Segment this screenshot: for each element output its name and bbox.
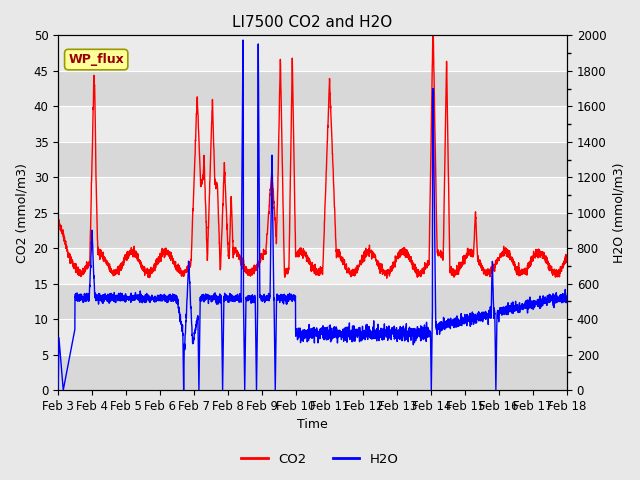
Bar: [58, 248, 567, 284]
Bar: [58, 355, 567, 390]
X-axis label: Time: Time: [297, 419, 328, 432]
Title: LI7500 CO2 and H2O: LI7500 CO2 and H2O: [232, 15, 393, 30]
Bar: [58, 319, 567, 355]
Y-axis label: CO2 (mmol/m3): CO2 (mmol/m3): [15, 163, 28, 263]
Bar: [58, 177, 567, 213]
Legend: CO2, H2O: CO2, H2O: [236, 447, 404, 471]
Bar: [58, 213, 567, 248]
Bar: [58, 36, 567, 71]
Y-axis label: H2O (mmol/m3): H2O (mmol/m3): [612, 162, 625, 263]
Bar: [58, 284, 567, 319]
Bar: [58, 142, 567, 177]
Bar: [58, 71, 567, 106]
Text: WP_flux: WP_flux: [68, 53, 124, 66]
Bar: [58, 106, 567, 142]
